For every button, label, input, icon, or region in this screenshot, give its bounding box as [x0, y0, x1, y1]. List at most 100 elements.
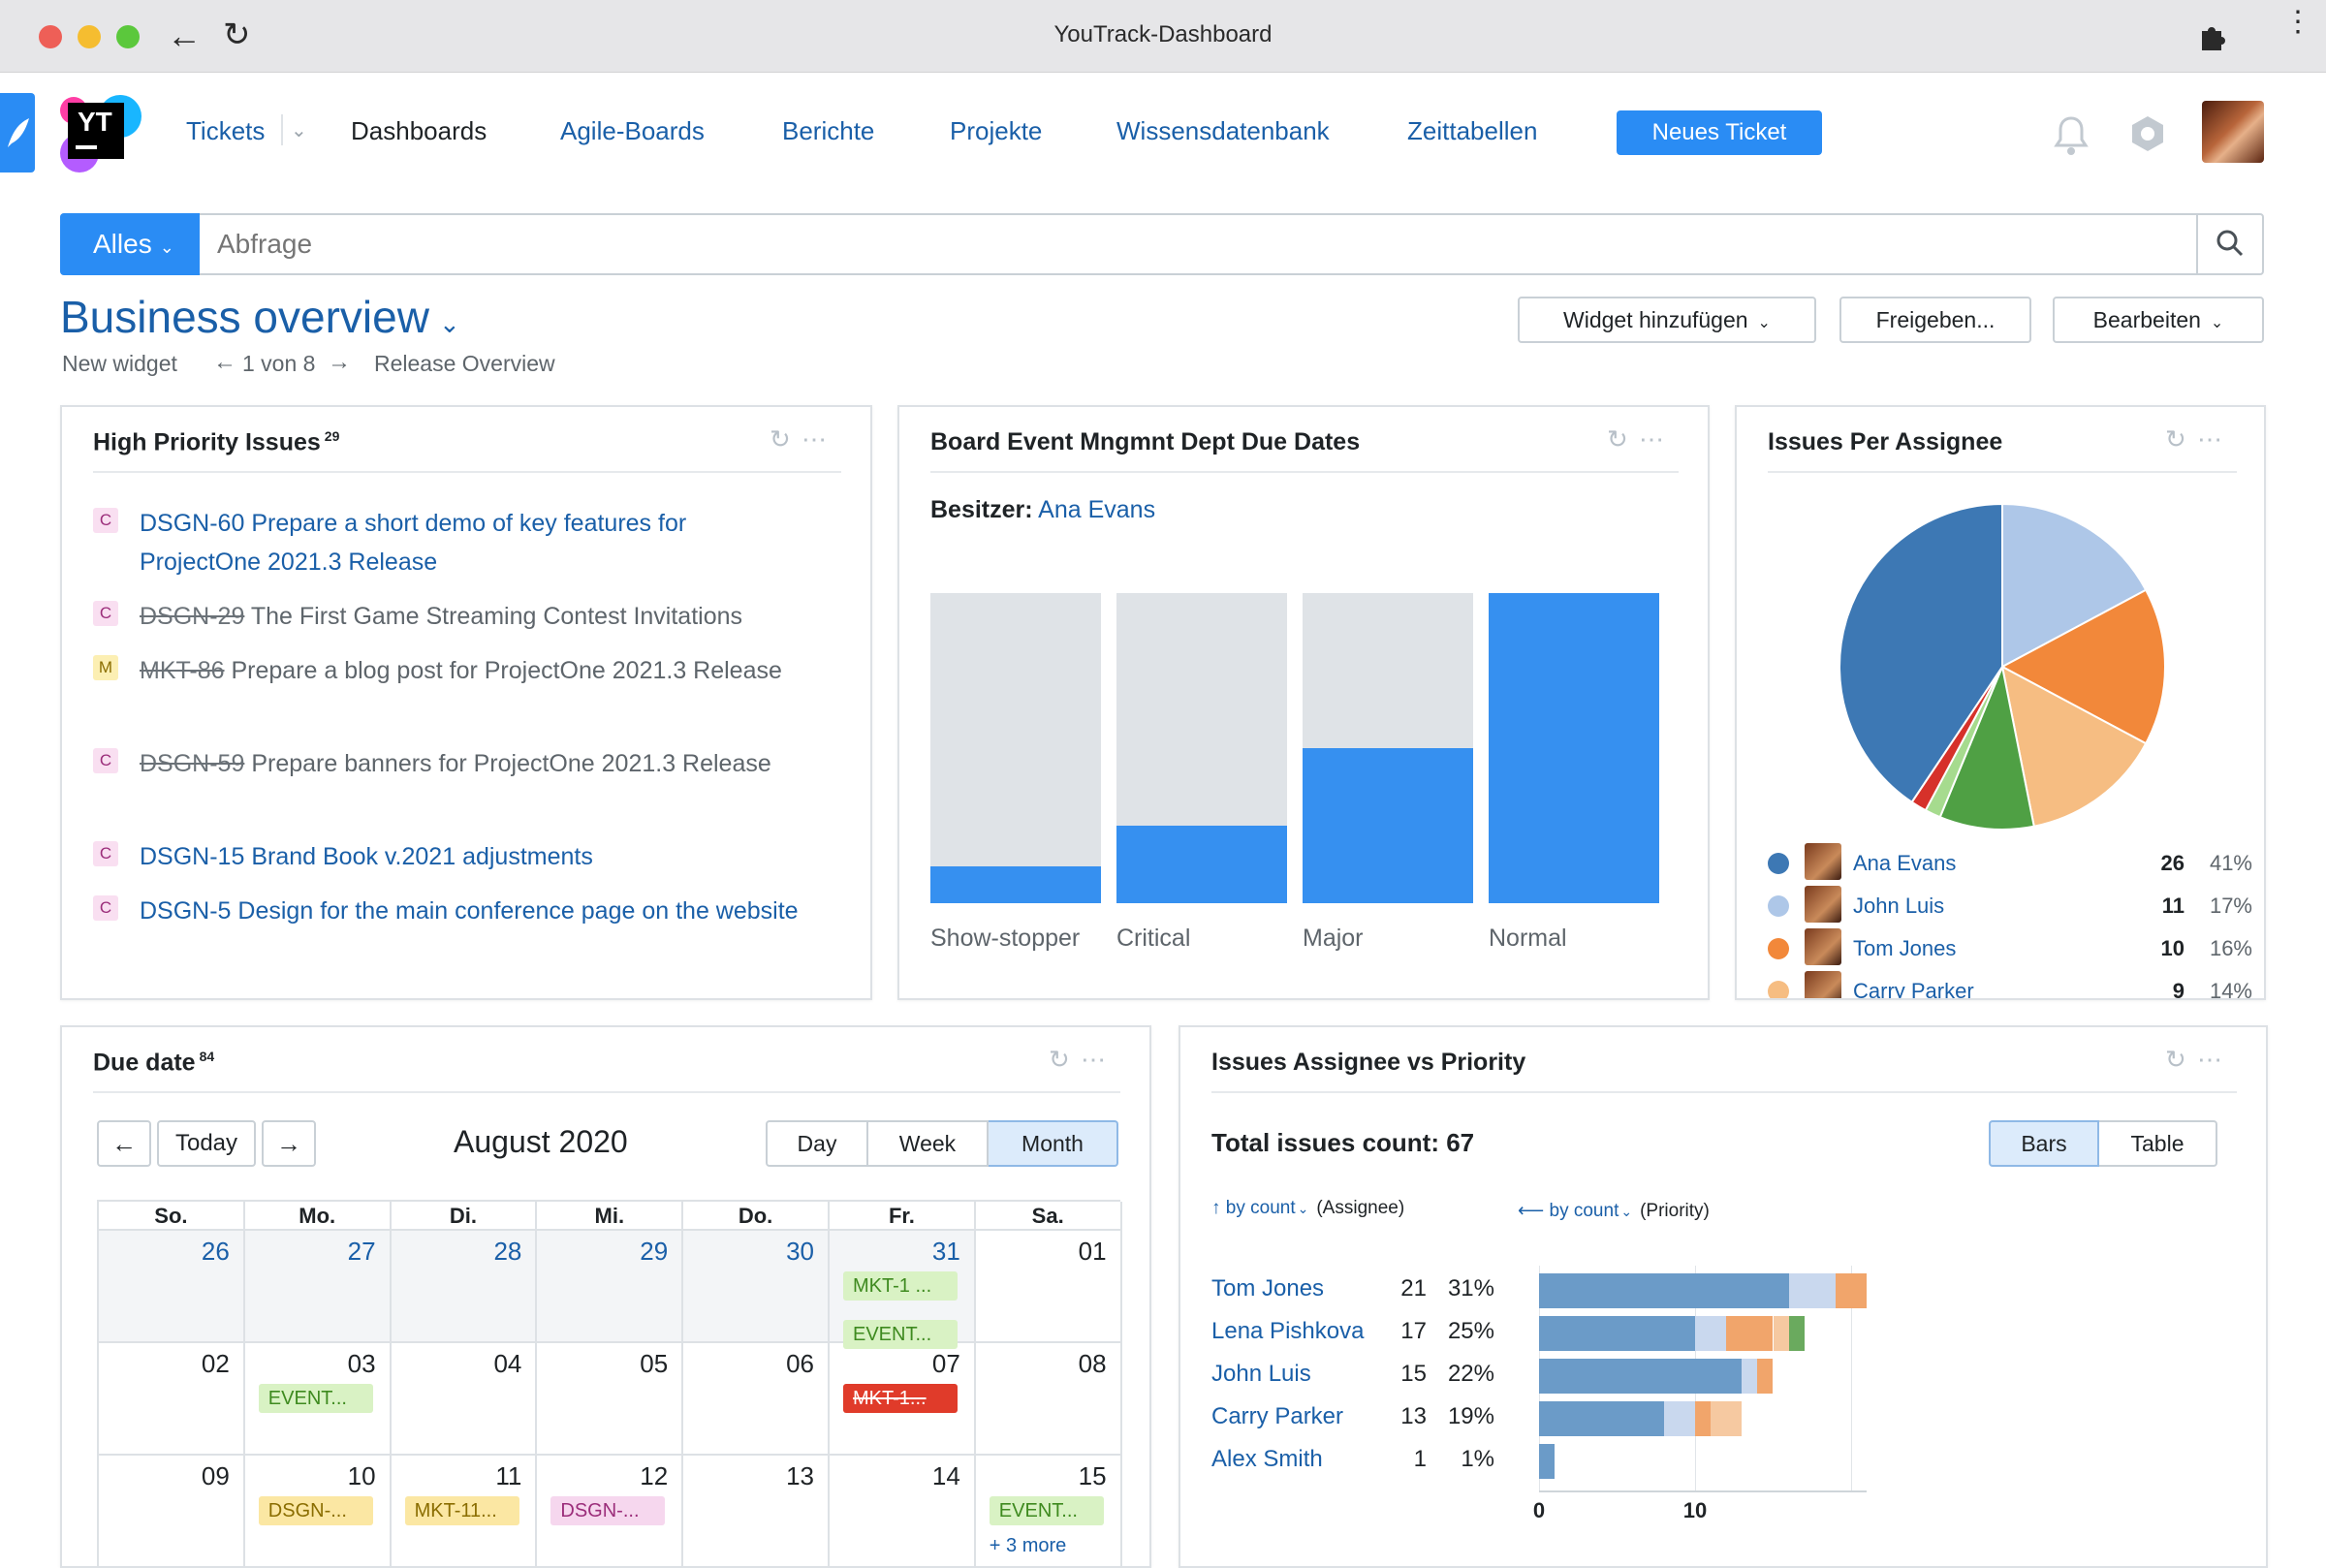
priority-segment[interactable] — [1695, 1316, 1727, 1351]
calendar-event[interactable]: MKT-11... — [404, 1496, 519, 1525]
view-day-button[interactable]: Day — [766, 1120, 868, 1167]
issue-title[interactable]: Brand Book v.2021 adjustments — [251, 843, 593, 870]
calendar-day-cell[interactable]: 05 — [537, 1343, 684, 1456]
priority-segment[interactable] — [1711, 1401, 1743, 1436]
assignee-name[interactable]: Tom Jones — [1211, 1275, 1325, 1301]
issue-id[interactable]: DSGN-5 — [140, 897, 232, 925]
issue-id[interactable]: DSGN-29 — [140, 603, 245, 630]
next-arrow-icon[interactable]: → — [328, 349, 351, 375]
issue-title[interactable]: Prepare a short demo of key features for… — [140, 510, 687, 576]
calendar-day-cell[interactable]: 02 — [99, 1343, 245, 1456]
edit-button[interactable]: Bearbeiten ⌄ — [2053, 297, 2264, 343]
more-events-link[interactable]: + 3 more — [989, 1535, 1067, 1556]
legend-name[interactable]: Carry Parker — [1853, 979, 1974, 1000]
feather-sidebar-icon[interactable] — [0, 93, 35, 172]
priority-segment[interactable] — [1539, 1401, 1664, 1436]
calendar-event[interactable]: DSGN-... — [258, 1496, 373, 1525]
bar-normal[interactable] — [1489, 593, 1659, 903]
bar-show-stopper[interactable] — [930, 866, 1101, 903]
nav-dashboards[interactable]: Dashboards — [351, 116, 487, 145]
legend-row[interactable]: Ana Evans 26 41% — [1768, 843, 2252, 886]
calendar-event[interactable]: MKT-1... — [843, 1384, 958, 1413]
priority-segment[interactable] — [1539, 1444, 1556, 1479]
calendar-day-cell[interactable]: 09 — [99, 1456, 245, 1566]
issue-row[interactable]: C DSGN-5 Design for the main conference p… — [93, 892, 810, 930]
issue-id[interactable]: DSGN-60 — [140, 510, 245, 537]
view-week-button[interactable]: Week — [868, 1120, 989, 1167]
nav-timesheets[interactable]: Zeittabellen — [1407, 116, 1538, 145]
maximize-window-button[interactable] — [116, 25, 140, 48]
priority-segment[interactable] — [1663, 1401, 1695, 1436]
calendar-next-button[interactable]: → — [262, 1120, 316, 1167]
nav-knowledge-base[interactable]: Wissensdatenbank — [1116, 116, 1330, 145]
close-window-button[interactable] — [39, 25, 62, 48]
priority-segment[interactable] — [1695, 1401, 1712, 1436]
nav-reports[interactable]: Berichte — [782, 116, 875, 145]
assignee-name[interactable]: Lena Pishkova — [1211, 1318, 1365, 1344]
refresh-icon[interactable]: ↻ — [1607, 424, 1630, 454]
refresh-icon[interactable]: ↻ — [2165, 1045, 2188, 1074]
x-sort-control[interactable]: ⟵ by count ⌄ (Priority) — [1518, 1200, 1710, 1222]
legend-row[interactable]: Carry Parker 9 14% — [1768, 971, 2252, 1000]
search-input[interactable] — [204, 217, 2190, 271]
calendar-event[interactable]: EVENT... — [989, 1496, 1104, 1525]
nav-agile-boards[interactable]: Agile-Boards — [560, 116, 705, 145]
bar-critical[interactable] — [1116, 826, 1287, 903]
calendar-day-cell[interactable]: 30 — [683, 1231, 830, 1343]
priority-segment[interactable] — [1539, 1316, 1695, 1351]
calendar-event[interactable]: MKT-1 ... — [843, 1271, 958, 1301]
nav-projects[interactable]: Projekte — [950, 116, 1043, 145]
issue-title[interactable]: Design for the main conference page on t… — [237, 897, 799, 925]
calendar-today-button[interactable]: Today — [157, 1120, 256, 1167]
dashboard-title[interactable]: Business overview ⌄ — [60, 291, 460, 343]
new-ticket-button[interactable]: Neues Ticket — [1617, 110, 1822, 155]
minimize-window-button[interactable] — [78, 25, 101, 48]
mode-bars-button[interactable]: Bars — [1989, 1120, 2099, 1167]
reload-icon[interactable]: ↻ — [223, 16, 251, 53]
new-widget-link[interactable]: New widget — [62, 351, 177, 376]
calendar-day-cell[interactable]: 28 — [391, 1231, 538, 1343]
issue-title[interactable]: Prepare a blog post for ProjectOne 2021.… — [231, 657, 782, 684]
search-icon[interactable] — [2216, 229, 2245, 258]
assignee-name[interactable]: Alex Smith — [1211, 1446, 1323, 1472]
owner-name[interactable]: Ana Evans — [1038, 496, 1156, 523]
mode-table-button[interactable]: Table — [2099, 1120, 2217, 1167]
calendar-day-cell[interactable]: 29 — [537, 1231, 684, 1343]
calendar-day-cell[interactable]: 15 EVENT... + 3 more — [976, 1456, 1122, 1566]
add-widget-button[interactable]: Widget hinzufügen ⌄ — [1518, 297, 1816, 343]
calendar-day-cell[interactable]: 11 MKT-11... — [392, 1456, 538, 1566]
legend-row[interactable]: John Luis 11 17% — [1768, 886, 2252, 928]
priority-segment[interactable] — [1788, 1316, 1805, 1351]
refresh-icon[interactable]: ↻ — [2165, 424, 2188, 454]
priority-segment[interactable] — [1773, 1316, 1789, 1351]
calendar-day-cell[interactable]: 07 MKT-1... — [830, 1343, 976, 1456]
calendar-day-cell[interactable]: 03 EVENT... — [244, 1343, 392, 1456]
priority-segment[interactable] — [1742, 1359, 1758, 1394]
calendar-day-cell[interactable]: 10 DSGN-... — [245, 1456, 392, 1566]
calendar-day-cell[interactable]: 13 — [683, 1456, 830, 1566]
calendar-event[interactable]: EVENT... — [258, 1384, 373, 1413]
calendar-day-cell[interactable]: 27 — [244, 1231, 392, 1343]
more-icon[interactable]: ⋯ — [802, 424, 830, 454]
calendar-day-cell[interactable]: 14 — [830, 1456, 976, 1566]
priority-segment[interactable] — [1835, 1273, 1868, 1308]
refresh-icon[interactable]: ↻ — [1049, 1045, 1072, 1074]
legend-name[interactable]: John Luis — [1853, 894, 1945, 918]
calendar-event[interactable]: DSGN-... — [550, 1496, 666, 1525]
view-month-button[interactable]: Month — [989, 1120, 1118, 1167]
more-icon[interactable]: ⋯ — [1081, 1045, 1109, 1074]
refresh-icon[interactable]: ↻ — [770, 424, 793, 454]
back-arrow-icon[interactable]: ← — [167, 16, 202, 55]
legend-name[interactable]: Tom Jones — [1853, 936, 1957, 960]
browser-menu-icon[interactable]: ⋮ — [2283, 6, 2312, 38]
calendar-day-cell[interactable]: 31 MKT-1 ... EVENT... — [830, 1231, 976, 1349]
issue-id[interactable]: DSGN-15 — [140, 843, 245, 870]
search-scope-dropdown[interactable]: Alles ⌄ — [60, 213, 200, 275]
issue-title[interactable]: The First Game Streaming Contest Invitat… — [250, 603, 743, 630]
notifications-bell-icon[interactable] — [2053, 114, 2090, 157]
release-overview-link[interactable]: Release Overview — [374, 351, 555, 376]
priority-segment[interactable] — [1539, 1273, 1789, 1308]
bar-major[interactable] — [1303, 748, 1473, 903]
issue-id[interactable]: MKT-86 — [140, 657, 225, 684]
more-icon[interactable]: ⋯ — [1639, 424, 1667, 454]
